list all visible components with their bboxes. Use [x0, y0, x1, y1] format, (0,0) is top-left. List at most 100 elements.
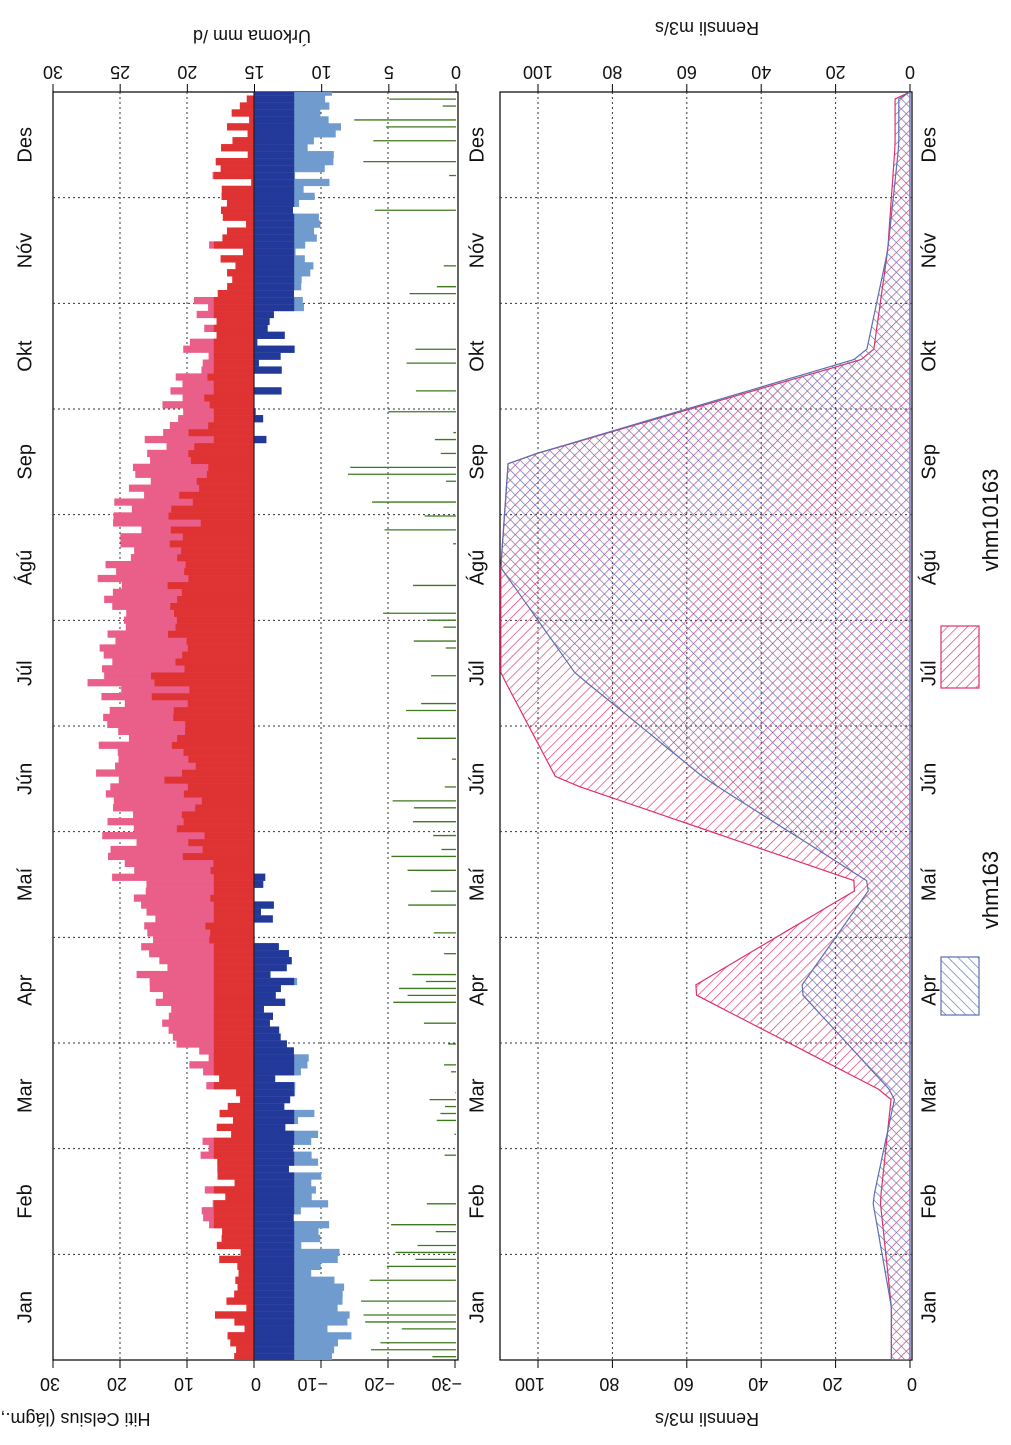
- month-label: Okt: [918, 340, 940, 372]
- temp-mid-bar: [213, 1019, 254, 1027]
- temp-mid-bar: [232, 1116, 254, 1125]
- month-label: Sep: [466, 444, 488, 480]
- temp-cold-bar: [254, 1262, 295, 1270]
- temp-mid-bar: [213, 1047, 254, 1055]
- temp-max-bar: [168, 1012, 254, 1020]
- temp-min-bar: [254, 1311, 350, 1319]
- month-label: Jún: [466, 763, 488, 795]
- temp-cold-bar: [254, 276, 295, 284]
- temp-mid-bar: [164, 776, 254, 784]
- temp-mid-bar: [213, 1033, 254, 1041]
- temp-cold-bar: [254, 1297, 295, 1305]
- temp-cold-bar: [254, 1353, 295, 1360]
- temp-cold-bar: [254, 1193, 295, 1201]
- precip-tick-label: 20: [177, 62, 197, 82]
- temp-max-bar: [113, 519, 254, 527]
- temp-max-bar: [171, 1005, 254, 1013]
- temp-cold-bar: [254, 387, 282, 395]
- temp-mid-bar: [188, 574, 254, 583]
- temp-mid-bar: [222, 213, 254, 221]
- temp-cold-bar: [254, 1068, 295, 1076]
- temp-mid-bar: [196, 477, 254, 485]
- temp-mid-bar: [181, 547, 254, 555]
- temperature-series: [87, 92, 456, 1360]
- temp-max-bar: [121, 686, 255, 694]
- temp-max-bar: [172, 1033, 254, 1041]
- temp-cold-bar: [254, 248, 295, 256]
- temp-mid-bar: [235, 1276, 254, 1284]
- temp-cold-bar: [254, 359, 259, 367]
- temp-cold-bar: [254, 915, 273, 923]
- temp-mid-bar: [213, 859, 254, 867]
- month-label: Maí: [918, 867, 940, 901]
- temp-mid-bar: [209, 936, 254, 944]
- temp-cold-bar: [254, 943, 279, 951]
- temp-cold-bar: [254, 408, 256, 416]
- discharge-tick-label: 20: [826, 62, 846, 82]
- temp-mid-bar: [213, 977, 254, 986]
- temp-mid-bar: [216, 331, 254, 339]
- temp-mid-bar: [213, 1214, 254, 1222]
- temp-mid-bar: [202, 845, 254, 854]
- temp-mid-bar: [189, 686, 254, 694]
- month-label: Jún: [918, 763, 940, 795]
- temp-cold-bar: [254, 296, 295, 305]
- legend-label-vhm163: vhm163: [978, 851, 1003, 929]
- temp-mid-bar: [175, 623, 254, 631]
- temp-mid-bar: [188, 428, 254, 437]
- temp-max-bar: [144, 922, 254, 930]
- temp-mid-bar: [213, 908, 254, 916]
- temp-mid-bar: [238, 1269, 254, 1277]
- temp-mid-bar: [176, 616, 254, 624]
- temp-mid-bar: [230, 1339, 254, 1347]
- temp-max-bar: [99, 644, 254, 652]
- temp-mid-bar: [154, 679, 254, 687]
- temp-cold-bar: [254, 1047, 294, 1055]
- temp-mid-bar: [173, 713, 254, 722]
- temp-min-bar: [254, 130, 336, 138]
- temp-tick-label: 30: [40, 1374, 60, 1394]
- temp-cold-bar: [254, 1144, 294, 1152]
- temp-mid-bar: [244, 1325, 254, 1333]
- discharge-axis-top: 100 80 60 40 20 0: [523, 62, 915, 92]
- temp-mid-bar: [210, 894, 254, 902]
- temp-cold-bar: [254, 171, 295, 180]
- temp-mid-bar: [213, 1082, 254, 1090]
- temp-cold-bar: [254, 1241, 295, 1250]
- temp-max-bar: [162, 991, 254, 1000]
- temp-max-bar: [162, 1019, 254, 1027]
- temp-cold-bar: [254, 151, 295, 159]
- temp-mid-bar: [213, 943, 254, 951]
- temp-cold-bar: [254, 963, 287, 972]
- temp-mid-bar: [222, 1227, 254, 1236]
- temp-mid-bar: [219, 1075, 254, 1083]
- temp-max-bar: [149, 984, 254, 993]
- temp-max-bar: [115, 762, 254, 770]
- discharge-axis-bottom: 100 80 60 40 20 0: [515, 1360, 917, 1394]
- temp-max-bar: [133, 894, 254, 902]
- temp-cold-bar: [254, 1248, 295, 1257]
- temp-mid-bar: [185, 720, 254, 729]
- temp-mid-bar: [201, 797, 254, 805]
- temp-mid-bar: [213, 984, 254, 993]
- discharge-tick-label: 80: [602, 62, 622, 82]
- temp-mid-bar: [199, 484, 254, 492]
- temp-mid-bar: [151, 672, 254, 680]
- temp-cold-bar: [254, 1304, 295, 1312]
- temp-cold-bar: [254, 1339, 295, 1347]
- temp-mid-bar: [222, 234, 254, 242]
- temp-tick-label: 0: [251, 1374, 261, 1394]
- temp-mid-bar: [205, 922, 254, 930]
- month-label: Nóv: [14, 233, 36, 269]
- temp-mid-bar: [213, 1151, 254, 1159]
- temp-cold-bar: [254, 1276, 295, 1284]
- discharge-tick-label: 0: [905, 62, 915, 82]
- temp-max-bar: [96, 769, 255, 777]
- temp-cold-bar: [254, 213, 295, 221]
- temp-cold-bar: [254, 1234, 295, 1243]
- temp-mid-bar: [187, 699, 254, 708]
- temp-mid-bar: [216, 317, 254, 326]
- temp-mid-bar: [227, 269, 254, 277]
- temp-tick-label: −20: [364, 1374, 395, 1394]
- temp-cold-bar: [254, 1089, 295, 1097]
